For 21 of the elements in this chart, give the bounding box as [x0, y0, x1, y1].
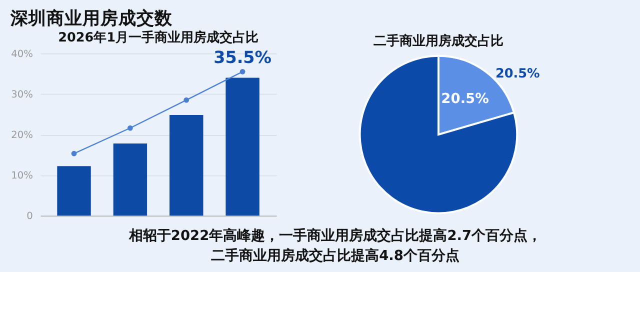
y-tick-label: 10%	[11, 170, 33, 182]
bar	[170, 115, 204, 216]
data-label: 20.5%	[441, 91, 490, 108]
y-tick-label: 0	[26, 211, 33, 222]
point	[240, 68, 246, 74]
point	[184, 97, 190, 103]
y-tick-label: 20%	[11, 130, 33, 141]
point	[71, 150, 77, 156]
chart-title: 深圳商业用房成交数	[10, 8, 174, 29]
bar	[113, 143, 148, 216]
bar	[57, 166, 91, 216]
chart-title: 二手商业用房成交占比	[373, 33, 504, 50]
bar	[226, 78, 260, 216]
data-label: 35.5%	[214, 46, 272, 67]
chart-subtitle: 2026年1月一手商业用房成交占比	[58, 30, 258, 46]
text: 20.5%	[495, 66, 540, 82]
y-tick-label: 40%	[11, 48, 33, 60]
text: 二手商业用房成交占比提高4.8个百分点	[211, 246, 460, 264]
point	[128, 125, 133, 131]
y-tick-label: 30%	[11, 89, 33, 100]
text: 相轺于2022年高峰趣，一手商业用房成交占比提高2.7个百分点，	[128, 227, 542, 244]
